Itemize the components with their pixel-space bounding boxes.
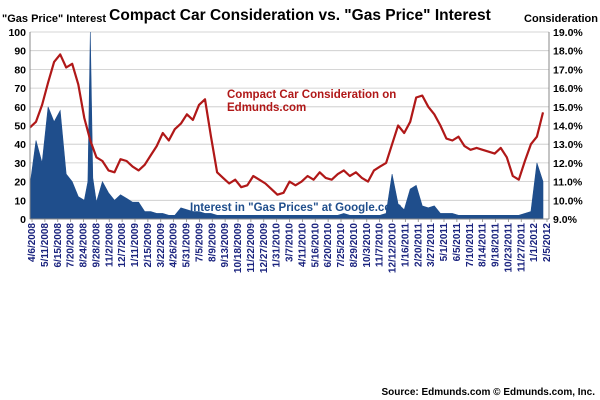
y-right-tick-label: 13.0% xyxy=(553,139,583,151)
x-tick-label: 5/11/2008 xyxy=(40,223,51,267)
x-tick-label: 5/31/2009 xyxy=(182,223,193,268)
x-tick-label: 6/20/2010 xyxy=(323,223,334,268)
x-tick-label: 8/24/2008 xyxy=(79,223,90,268)
x-tick-label: 6/15/2008 xyxy=(53,223,64,268)
y-left-tick-label: 50 xyxy=(14,121,26,133)
x-tick-label: 3/7/2010 xyxy=(285,223,296,262)
x-tick-label: 10/3/2010 xyxy=(362,223,373,268)
x-tick-label: 1/11/2009 xyxy=(130,223,141,267)
x-tick-label: 8/14/2011 xyxy=(478,223,489,267)
x-tick-label: 10/23/2011 xyxy=(503,223,514,273)
y-left-tick-label: 20 xyxy=(14,177,26,189)
x-tick-label: 1/16/2011 xyxy=(400,223,411,267)
x-tick-label: 3/22/2009 xyxy=(156,223,167,268)
y-left-tick-label: 100 xyxy=(8,27,26,39)
y-right-tick-label: 16.0% xyxy=(553,83,583,95)
consideration-line xyxy=(29,53,545,196)
y-left-tick-label: 80 xyxy=(14,64,26,76)
x-tick-label: 1/31/2010 xyxy=(272,223,283,268)
y-left-tick-label: 70 xyxy=(14,83,26,95)
gas-interest-area xyxy=(29,31,544,220)
x-tick-label: 9/28/2008 xyxy=(91,223,102,268)
x-tick-label: 7/10/2011 xyxy=(465,223,476,267)
x-ticks: 4/6/2008 5/11/2008 6/15/2008 7/20/2008 8/24/… xyxy=(27,219,553,273)
x-tick-label: 4/11/2010 xyxy=(297,223,308,267)
y-right-tick-label: 14.0% xyxy=(553,121,583,133)
consideration-series-label-line1: Compact Car Consideration on xyxy=(227,89,396,101)
x-tick-label: 4/6/2008 xyxy=(27,223,38,262)
x-tick-label: 5/1/2011 xyxy=(439,223,450,262)
y-left-tick-label: 30 xyxy=(14,158,26,170)
x-tick-label: 6/5/2011 xyxy=(452,223,463,262)
x-tick-label: 12/7/2008 xyxy=(117,223,128,268)
y-right-ticks: 9.0% 10.0% 11.0% 12.0% 13.0% 14.0% 15.0% 16.0% 1… xyxy=(553,27,583,226)
x-tick-label: 2/20/2011 xyxy=(413,223,424,267)
x-tick-label: 2/15/2009 xyxy=(143,223,154,268)
y-left-tick-label: 0 xyxy=(20,214,26,226)
y-right-tick-label: 11.0% xyxy=(553,177,583,189)
x-tick-label: 11/27/2011 xyxy=(516,223,527,272)
y-left-tick-label: 90 xyxy=(14,46,26,58)
x-tick-label: 8/9/2009 xyxy=(207,223,218,262)
x-tick-label: 11/22/2009 xyxy=(246,223,257,273)
x-tick-label: 11/7/2010 xyxy=(375,223,386,267)
x-tick-label: 9/18/2011 xyxy=(491,223,502,267)
consideration-line-path xyxy=(29,53,545,196)
y-left-axis-title: "Gas Price" Interest xyxy=(2,13,106,25)
x-tick-label: 8/29/2010 xyxy=(349,223,360,268)
x-tick-label: 12/27/2009 xyxy=(259,223,270,273)
y-right-tick-label: 9.0% xyxy=(553,214,578,226)
x-tick-label: 7/5/2009 xyxy=(194,223,205,262)
x-tick-label: 3/27/2011 xyxy=(426,223,437,267)
gas-interest-area-path xyxy=(29,31,544,220)
y-right-tick-label: 19.0% xyxy=(553,27,583,39)
x-tick-label: 7/20/2008 xyxy=(66,223,77,268)
y-right-tick-label: 10.0% xyxy=(553,195,583,207)
y-left-tick-label: 40 xyxy=(14,139,26,151)
x-tick-label: 12/12/2010 xyxy=(388,223,399,273)
y-right-tick-label: 18.0% xyxy=(553,46,583,58)
y-right-axis-title: Consideration xyxy=(524,13,598,25)
x-tick-label: 9/13/2009 xyxy=(220,223,231,268)
x-tick-label: 4/26/2009 xyxy=(169,223,180,268)
y-left-ticks: 0 10 20 30 40 50 60 70 80 90 100 xyxy=(8,27,26,226)
x-tick-label: 7/25/2010 xyxy=(336,223,347,268)
source-note: Source: Edmunds.com © Edmunds.com, Inc. xyxy=(381,387,595,398)
x-tick-label: 11/2/2008 xyxy=(104,223,115,267)
y-right-tick-label: 17.0% xyxy=(553,64,583,76)
x-tick-label: 2/5/2012 xyxy=(542,223,553,262)
x-tick-label: 1/1/2012 xyxy=(529,223,540,262)
y-left-tick-label: 60 xyxy=(14,102,26,114)
chart-title: Compact Car Consideration vs. "Gas Price… xyxy=(109,7,491,24)
consideration-series-label-line2: Edmunds.com xyxy=(227,102,306,114)
gas-interest-series-label: Interest in "Gas Prices" at Google.com xyxy=(190,202,402,214)
y-right-tick-label: 15.0% xyxy=(553,102,583,114)
y-right-tick-label: 12.0% xyxy=(553,158,583,170)
y-left-tick-label: 10 xyxy=(14,195,26,207)
x-tick-label: 10/18/2009 xyxy=(233,223,244,273)
x-tick-label: 5/16/2010 xyxy=(310,223,321,268)
